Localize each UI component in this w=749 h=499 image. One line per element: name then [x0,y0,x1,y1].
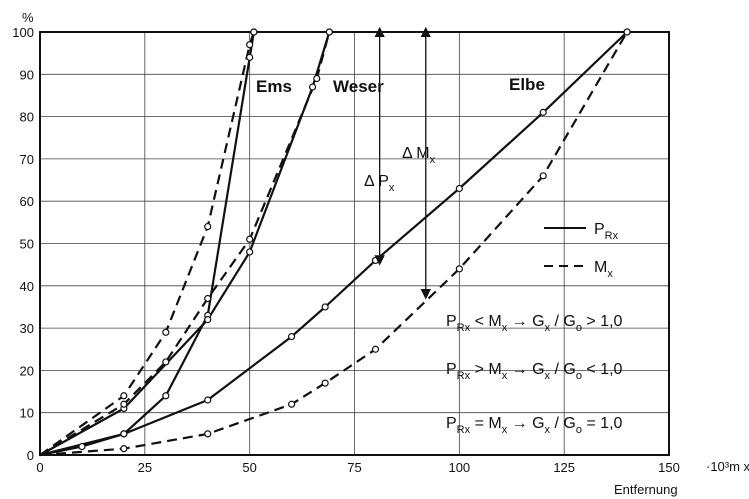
relation-annotation: PRx = Mx → Gx / Go = 1,0 [446,415,623,436]
data-point-elbe [288,332,296,341]
legend-item-mx: Mx [594,259,613,280]
y-tick-label: 20 [20,363,34,378]
data-point-elbe [204,396,212,404]
data-point-ems [246,53,254,61]
delta-arrows [374,26,431,300]
data-point-elbe [288,400,296,408]
y-axis-unit: % [22,10,34,25]
y-tick-label: 100 [12,25,34,40]
y-tick-label: 90 [20,67,34,82]
data-point-elbe [120,430,128,438]
data-point-elbe [455,265,463,273]
y-tick-label: 40 [20,279,34,294]
data-point-weser [120,400,128,408]
river-label-elbe: Elbe [509,75,545,94]
x-tick-label: 0 [36,460,43,475]
data-point-elbe [78,442,86,451]
legend-item-prx: PRx [594,221,619,242]
plot-frame [39,31,670,456]
data-point-weser [313,74,321,83]
data-point-elbe [539,108,547,116]
x-axis-label: Entfernung [614,482,678,497]
y-tick-label: 30 [20,321,34,336]
x-tick-label: 150 [658,460,680,475]
delta-p-label: Δ Px [364,173,395,194]
data-point-weser [325,28,333,36]
data-point-ems [162,328,170,336]
grid [39,31,670,456]
x-tick-label: 100 [448,460,470,475]
series-line-elbe-prx [39,31,628,457]
y-tick-label: 60 [20,194,34,209]
y-tick-label: 0 [27,448,34,463]
data-point-weser [246,235,254,243]
data-point-elbe [321,379,329,387]
river-label-weser: Weser [333,77,384,96]
y-tick-label: 80 [20,110,34,125]
data-point-ems [162,392,170,400]
y-tick-label: 70 [20,152,34,167]
relation-annotation: PRx < Mx → Gx / Go > 1,0 [446,313,623,334]
data-point-ems [250,28,258,36]
data-point-elbe [539,172,547,180]
y-tick-labels: 0 10 20 30 40 50 60 70 80 90 100 [12,25,34,463]
data-point-elbe [321,303,329,311]
legend: PRx Mx [544,221,619,280]
data-point-weser [308,83,317,91]
relation-annotation: PRx > Mx → Gx / Go < 1,0 [446,361,623,382]
y-tick-label: 10 [20,406,34,421]
data-point-weser [204,316,212,324]
data-point-ems [204,222,212,231]
data-point-weser [162,358,170,366]
data-point-weser [204,294,212,303]
data-point-elbe [623,28,631,36]
x-tick-labels: 0 25 50 75 100 125 150 [36,460,679,475]
data-points [78,28,631,453]
x-tick-label: 25 [138,460,152,475]
y-tick-label: 50 [20,237,34,252]
data-point-elbe [455,184,463,193]
data-point-elbe [371,256,380,265]
data-point-elbe [120,445,128,453]
delta-m-label: Δ Mx [402,145,436,166]
relation-annotations: PRx < Mx → Gx / Go > 1,0 PRx > Mx → Gx / … [446,313,623,436]
x-tick-label: 75 [347,460,361,475]
data-point-weser [246,248,254,256]
data-point-elbe [204,430,212,438]
data-point-ems [120,392,128,400]
x-tick-label: 50 [242,460,256,475]
data-point-ems [246,41,254,49]
x-axis-unit: ·10³m x [706,459,749,474]
river-label-ems: Ems [256,77,292,96]
x-tick-label: 125 [553,460,575,475]
data-point-elbe [371,345,380,353]
